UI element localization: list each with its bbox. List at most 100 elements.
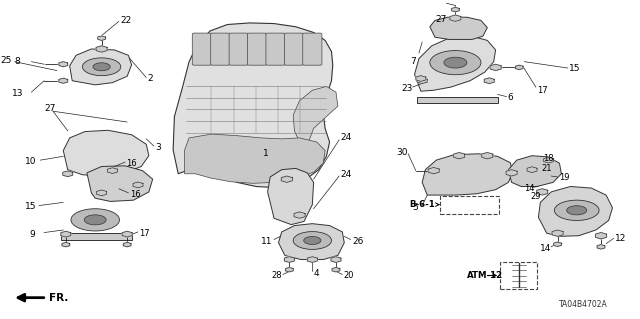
Polygon shape <box>451 7 460 12</box>
Text: 15: 15 <box>25 202 36 211</box>
Text: 6: 6 <box>508 93 513 102</box>
FancyBboxPatch shape <box>229 33 248 65</box>
Polygon shape <box>490 64 501 70</box>
Polygon shape <box>61 231 71 237</box>
Ellipse shape <box>93 63 110 71</box>
Ellipse shape <box>293 232 332 249</box>
FancyBboxPatch shape <box>266 33 285 65</box>
Text: 22: 22 <box>120 16 131 25</box>
Text: 9: 9 <box>29 230 35 239</box>
Text: 15: 15 <box>569 64 580 73</box>
Polygon shape <box>133 182 143 188</box>
Text: 24: 24 <box>340 170 352 179</box>
Polygon shape <box>59 62 68 67</box>
Ellipse shape <box>71 209 120 231</box>
Polygon shape <box>527 167 537 173</box>
Ellipse shape <box>304 236 321 244</box>
Text: 8: 8 <box>15 57 20 66</box>
Polygon shape <box>422 154 513 195</box>
Polygon shape <box>332 268 340 272</box>
Polygon shape <box>59 78 68 83</box>
Polygon shape <box>63 171 73 177</box>
Polygon shape <box>482 152 493 159</box>
Polygon shape <box>108 168 117 174</box>
Ellipse shape <box>430 50 481 75</box>
Polygon shape <box>294 212 305 218</box>
Polygon shape <box>515 65 523 70</box>
Text: 24: 24 <box>340 133 352 142</box>
FancyBboxPatch shape <box>303 33 322 65</box>
Ellipse shape <box>444 57 467 68</box>
Text: 28: 28 <box>271 271 282 280</box>
Text: 14: 14 <box>524 184 535 193</box>
Text: 30: 30 <box>397 148 408 157</box>
Text: 26: 26 <box>352 237 364 246</box>
Polygon shape <box>124 242 131 247</box>
Polygon shape <box>98 36 106 41</box>
Text: 12: 12 <box>615 234 627 243</box>
Polygon shape <box>595 233 607 239</box>
Text: 21: 21 <box>541 164 552 173</box>
Polygon shape <box>281 176 292 182</box>
Polygon shape <box>122 231 132 237</box>
Text: 16: 16 <box>130 190 140 199</box>
Polygon shape <box>415 36 495 91</box>
Text: 17: 17 <box>537 86 548 95</box>
Text: 4: 4 <box>314 269 319 278</box>
Ellipse shape <box>83 58 121 76</box>
Text: 27: 27 <box>435 15 446 24</box>
Text: 27: 27 <box>44 104 56 113</box>
Polygon shape <box>416 76 426 81</box>
Polygon shape <box>484 78 494 84</box>
Text: 17: 17 <box>140 229 150 238</box>
FancyBboxPatch shape <box>248 33 267 65</box>
Polygon shape <box>96 46 107 52</box>
Ellipse shape <box>554 200 599 220</box>
Polygon shape <box>87 166 153 201</box>
Text: 2: 2 <box>148 74 153 83</box>
Polygon shape <box>61 233 132 240</box>
Text: TA04B4702A: TA04B4702A <box>559 300 607 309</box>
Text: 19: 19 <box>559 174 570 182</box>
Ellipse shape <box>566 206 587 215</box>
Text: 7: 7 <box>411 57 417 66</box>
Text: FR.: FR. <box>49 293 68 303</box>
Polygon shape <box>278 224 344 260</box>
Text: 14: 14 <box>540 244 552 253</box>
Text: 18: 18 <box>543 154 554 163</box>
Text: ATM-12: ATM-12 <box>467 271 503 280</box>
Polygon shape <box>70 49 132 85</box>
Text: 1: 1 <box>262 149 268 158</box>
Polygon shape <box>285 268 293 272</box>
FancyBboxPatch shape <box>192 33 211 65</box>
Polygon shape <box>268 168 314 225</box>
Text: 23: 23 <box>402 85 413 93</box>
Polygon shape <box>537 189 548 195</box>
Polygon shape <box>63 130 149 176</box>
Polygon shape <box>430 17 487 40</box>
Polygon shape <box>506 170 517 176</box>
Polygon shape <box>454 152 465 159</box>
Text: 3: 3 <box>156 143 161 152</box>
Text: 10: 10 <box>25 157 36 166</box>
Polygon shape <box>97 190 107 196</box>
Polygon shape <box>307 257 317 263</box>
Polygon shape <box>184 134 325 183</box>
Polygon shape <box>417 97 497 103</box>
Text: 5: 5 <box>413 203 419 211</box>
Polygon shape <box>173 23 333 188</box>
FancyBboxPatch shape <box>211 33 230 65</box>
Text: 20: 20 <box>344 271 354 280</box>
Polygon shape <box>552 230 563 236</box>
Polygon shape <box>428 167 439 174</box>
Polygon shape <box>417 78 427 84</box>
Text: 16: 16 <box>127 159 137 168</box>
Text: 25: 25 <box>1 56 12 65</box>
Polygon shape <box>543 157 554 163</box>
Polygon shape <box>450 15 461 21</box>
Polygon shape <box>331 257 341 263</box>
Text: 29: 29 <box>531 191 541 201</box>
Polygon shape <box>554 242 561 247</box>
Polygon shape <box>62 242 70 247</box>
Polygon shape <box>293 86 338 145</box>
